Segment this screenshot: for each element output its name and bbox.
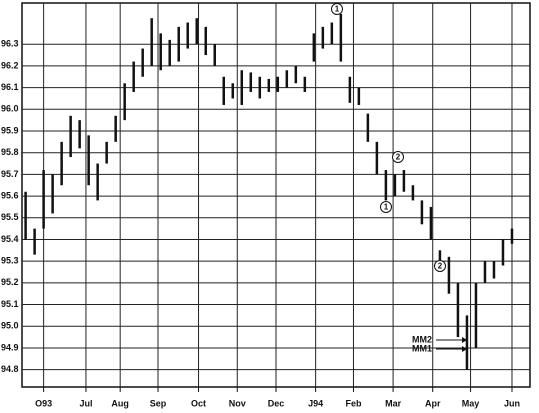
y-tick-label: 95.0 (1, 321, 19, 331)
y-tick-label: 96.3 (1, 39, 19, 49)
annotation: 1 (384, 203, 389, 212)
y-tick-label: 96.2 (1, 60, 19, 70)
x-tick-label: Mar (385, 398, 402, 408)
y-tick-label: 95.3 (1, 256, 19, 266)
x-tick-label: Oct (191, 398, 206, 408)
x-tick-label: O93 (35, 398, 52, 408)
annotation-arrowhead (462, 337, 467, 343)
y-tick-label: 94.9 (1, 342, 19, 352)
annotation-circle (331, 3, 343, 15)
x-tick-label: May (462, 398, 480, 408)
y-tick-label: 95.5 (1, 212, 19, 222)
annotation-circle (392, 151, 404, 163)
y-tick-label: 94.8 (1, 364, 19, 374)
x-tick-label: Apr (425, 398, 441, 408)
annotation: MM1 (412, 343, 432, 353)
y-tick-label: 95.6 (1, 190, 19, 200)
annotation: 2 (438, 262, 443, 271)
x-tick-label: Aug (111, 398, 129, 408)
annotation: 2 (396, 153, 401, 162)
x-tick-label: Dec (268, 398, 285, 408)
y-tick-label: 95.9 (1, 125, 19, 135)
y-tick-label: 95.4 (1, 234, 19, 244)
x-tick-label: J94 (308, 398, 323, 408)
y-tick-label: 96.0 (1, 104, 19, 114)
y-tick-label: 95.7 (1, 169, 19, 179)
x-tick-label: Sep (150, 398, 167, 408)
x-tick-label: Jul (79, 398, 92, 408)
y-tick-label: 95.2 (1, 277, 19, 287)
x-tick-label: Feb (345, 398, 362, 408)
annotation: MM2 (412, 334, 432, 344)
annotation-circle (380, 201, 392, 213)
x-tick-label: Nov (229, 398, 246, 408)
annotation-arrowhead (462, 346, 467, 352)
y-tick-label: 96.1 (1, 82, 19, 92)
annotation-circle (434, 260, 446, 272)
y-tick-label: 95.8 (1, 147, 19, 157)
annotation: 1 (335, 5, 340, 14)
x-tick-label: Jun (504, 398, 520, 408)
y-tick-label: 95.1 (1, 299, 19, 309)
